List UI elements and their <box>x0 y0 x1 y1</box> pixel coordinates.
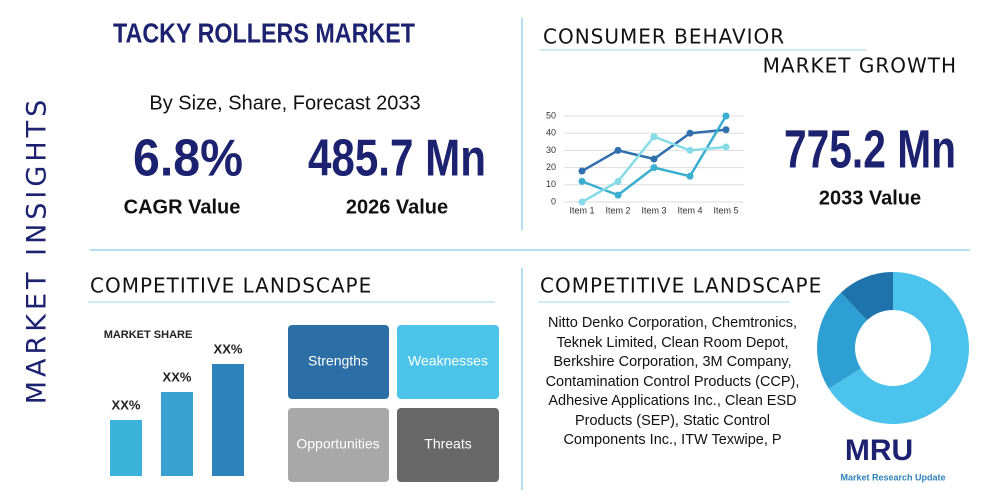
marker <box>686 146 694 154</box>
stat-label: 2033 Value <box>819 187 921 209</box>
marker <box>686 172 694 180</box>
swot-label: Opportunities <box>296 436 379 452</box>
x-tick-label: Item 1 <box>569 205 594 215</box>
logo-mark: MRU <box>845 434 913 467</box>
bar <box>212 364 244 476</box>
section-title: CONSUMER BEHAVIOR <box>543 25 785 49</box>
stat-value: 775.2 Mn <box>784 119 956 179</box>
x-tick-label: Item 3 <box>641 205 666 215</box>
marker <box>722 112 730 120</box>
marker <box>650 155 658 163</box>
x-tick-label: Item 5 <box>713 205 738 215</box>
stat-label: 2026 Value <box>346 196 448 218</box>
marker <box>650 164 658 172</box>
stat-value: 6.8% <box>133 130 243 188</box>
swot-label: Strengths <box>308 353 368 369</box>
bar-label: XX% <box>214 341 243 356</box>
swot-box <box>288 408 389 482</box>
marker <box>614 146 622 154</box>
y-tick-label: 50 <box>546 110 556 120</box>
section-subtitle: MARKET GROWTH <box>763 54 957 78</box>
logo-name: Market Research Update <box>840 472 945 482</box>
marker <box>614 177 622 185</box>
swot-box <box>397 325 499 399</box>
section-title: COMPETITIVE LANDSCAPE <box>540 274 822 298</box>
y-tick-label: 0 <box>551 196 556 206</box>
y-tick-label: 40 <box>546 128 556 138</box>
swot-label: Weaknesses <box>408 353 488 369</box>
swot-label: Threats <box>424 436 471 452</box>
marker <box>722 143 730 151</box>
marker <box>578 198 586 206</box>
marker <box>578 177 586 185</box>
bar <box>110 420 142 476</box>
x-tick-label: Item 4 <box>677 205 702 215</box>
subtitle: By Size, Share, Forecast 2033 <box>149 92 420 114</box>
swot-box <box>397 408 499 482</box>
marker <box>578 167 586 175</box>
stat-label: CAGR Value <box>124 196 241 218</box>
marker <box>650 133 658 141</box>
marker <box>614 191 622 199</box>
marker <box>722 126 730 134</box>
bar-label: XX% <box>112 397 141 412</box>
donut-segment <box>840 272 893 321</box>
y-tick-label: 30 <box>546 145 556 155</box>
x-tick-label: Item 2 <box>605 205 630 215</box>
y-tick-label: 10 <box>546 179 556 189</box>
stat-value: 485.7 Mn <box>308 130 486 188</box>
title: TACKY ROLLERS MARKET <box>113 17 415 48</box>
marker <box>686 129 694 137</box>
bar-label: XX% <box>163 369 192 384</box>
donut-segment <box>817 292 867 389</box>
company-list: Nitto Denko Corporation, Chemtronics, Te… <box>545 315 800 448</box>
bar-chart-title: MARKET SHARE <box>104 329 193 341</box>
swot-box <box>288 325 389 399</box>
section-title: COMPETITIVE LANDSCAPE <box>90 274 372 298</box>
y-tick-label: 20 <box>546 162 556 172</box>
bar <box>161 392 193 476</box>
donut-segment <box>828 272 970 425</box>
side-label: MARKET INSIGHTS <box>22 96 53 404</box>
